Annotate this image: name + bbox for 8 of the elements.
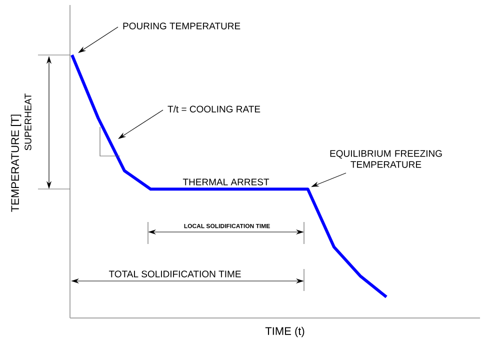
x-axis-title: TIME (t) bbox=[265, 326, 304, 338]
annotation: TOTAL SOLIDIFICATION TIME bbox=[108, 270, 241, 278]
text: SUPERHEAT bbox=[24, 94, 32, 150]
annotation: EQUILIBRIUM FREEZING TEMPERATURE bbox=[330, 150, 442, 168]
text: POURING TEMPERATURE bbox=[123, 22, 240, 30]
y-axis-title: TEMPERATURE [T] bbox=[10, 114, 22, 212]
annotation: THERMAL ARREST bbox=[182, 178, 270, 186]
annotation: T/t = COOLING RATE bbox=[168, 106, 260, 112]
